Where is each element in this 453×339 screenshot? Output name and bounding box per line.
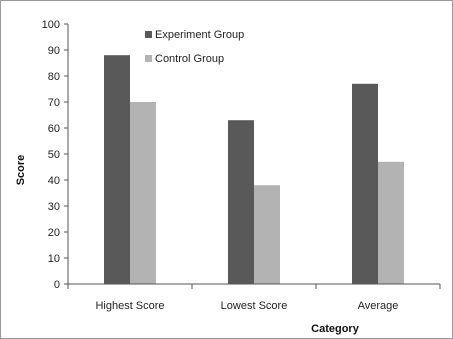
y-tick-label: 50 xyxy=(48,149,60,161)
bar-control-group-average xyxy=(378,161,404,284)
legend-label-control: Control Group xyxy=(155,53,224,65)
bar-control-group-highest-score xyxy=(130,102,156,284)
y-tick-label: 20 xyxy=(48,227,60,239)
x-axis-category-labels: Highest Score Lowest Score Average xyxy=(95,300,398,312)
legend-label-experiment: Experiment Group xyxy=(155,29,244,41)
y-tick-label: 10 xyxy=(48,253,60,265)
y-tick-label: 0 xyxy=(54,279,60,291)
x-axis-title: Category xyxy=(311,323,360,335)
bar-experiment-group-lowest-score xyxy=(228,120,254,284)
x-category-label: Average xyxy=(358,300,399,312)
y-axis-ticks: 0 10 20 30 40 50 60 70 80 90 100 xyxy=(42,19,68,291)
bars xyxy=(104,55,404,285)
y-tick-label: 60 xyxy=(48,123,60,135)
y-tick-label: 90 xyxy=(48,45,60,57)
y-axis-title: Score xyxy=(15,155,27,186)
legend-swatch-control xyxy=(145,55,152,62)
x-axis-ticks xyxy=(67,284,441,289)
x-category-label: Lowest Score xyxy=(221,300,288,312)
y-tick-label: 40 xyxy=(48,175,60,187)
bar-control-group-lowest-score xyxy=(254,185,280,284)
legend-swatch-experiment xyxy=(145,31,152,38)
legend: Experiment Group Control Group xyxy=(145,29,244,65)
bar-experiment-group-average xyxy=(352,83,378,284)
x-category-label: Highest Score xyxy=(95,300,164,312)
y-tick-label: 30 xyxy=(48,201,60,213)
y-tick-label: 100 xyxy=(42,19,60,31)
y-tick-label: 70 xyxy=(48,97,60,109)
bar-experiment-group-highest-score xyxy=(104,55,130,285)
y-tick-label: 80 xyxy=(48,71,60,83)
